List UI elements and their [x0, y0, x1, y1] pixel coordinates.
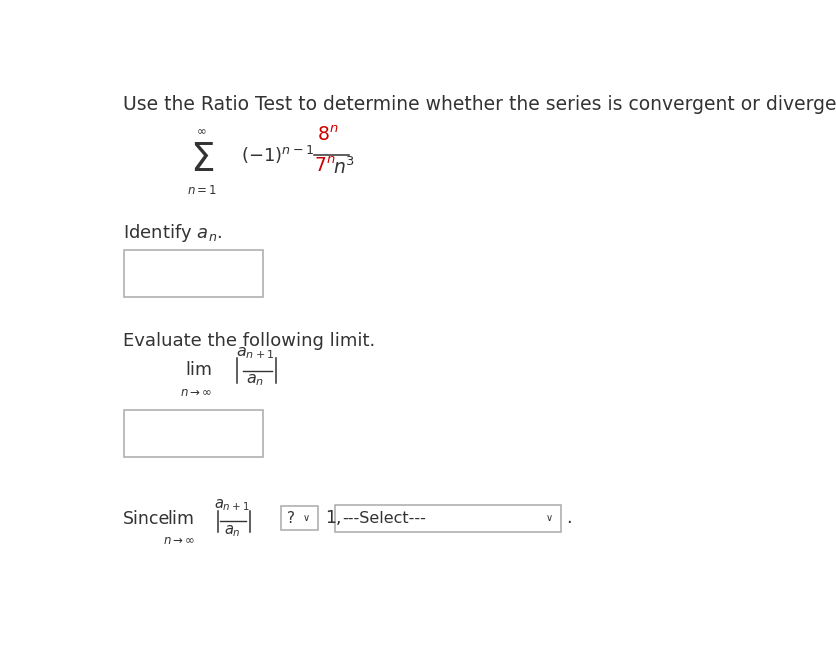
FancyBboxPatch shape — [124, 410, 263, 457]
Text: $a_n$: $a_n$ — [224, 523, 241, 538]
Text: Since: Since — [123, 511, 170, 528]
Text: $\vee$: $\vee$ — [302, 513, 310, 524]
Text: $\mathrm{lim}$: $\mathrm{lim}$ — [167, 511, 195, 528]
Text: 1,: 1, — [324, 509, 341, 527]
Text: $(-1)^{n-1}$: $(-1)^{n-1}$ — [241, 144, 314, 166]
Text: $\Sigma$: $\Sigma$ — [190, 141, 214, 179]
Text: $n \to \infty$: $n \to \infty$ — [181, 386, 212, 399]
Text: $\infty$: $\infty$ — [196, 124, 207, 137]
Text: $a_{n+1}$: $a_{n+1}$ — [214, 497, 250, 513]
Text: $a_{n+1}$: $a_{n+1}$ — [236, 345, 274, 361]
Text: $\mathrm{lim}$: $\mathrm{lim}$ — [185, 361, 212, 378]
Text: Identify $a_n.$: Identify $a_n.$ — [123, 222, 222, 244]
Text: $n = 1$: $n = 1$ — [186, 183, 217, 196]
Text: ---Select---: ---Select--- — [342, 511, 426, 526]
Text: $\vee$: $\vee$ — [545, 513, 553, 524]
FancyBboxPatch shape — [281, 506, 319, 530]
Text: $n^3$: $n^3$ — [334, 157, 355, 178]
Text: $a_n$: $a_n$ — [247, 372, 264, 388]
Text: $n \to \infty$: $n \to \infty$ — [163, 535, 195, 548]
Text: Evaluate the following limit.: Evaluate the following limit. — [123, 332, 375, 350]
Text: ?: ? — [288, 511, 295, 526]
FancyBboxPatch shape — [124, 250, 263, 297]
Text: Use the Ratio Test to determine whether the series is convergent or divergent.: Use the Ratio Test to determine whether … — [123, 95, 836, 114]
Text: $8^n$: $8^n$ — [317, 125, 339, 145]
Text: .: . — [567, 509, 572, 527]
Text: $7^n$: $7^n$ — [314, 157, 335, 176]
FancyBboxPatch shape — [334, 505, 561, 532]
